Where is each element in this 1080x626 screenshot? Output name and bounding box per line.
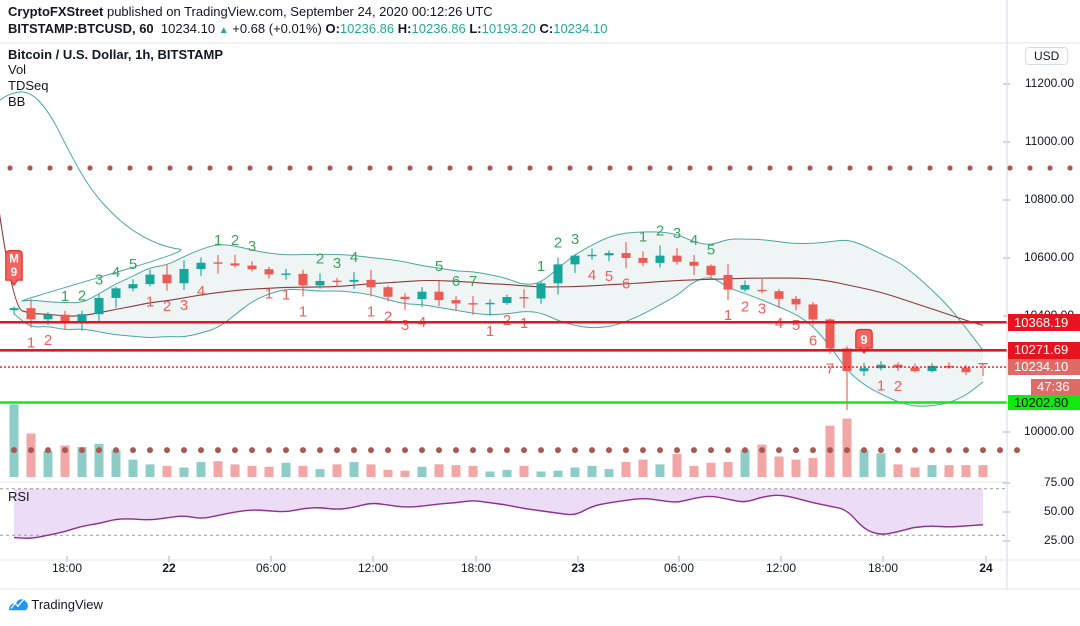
svg-text:4: 4 bbox=[690, 232, 698, 249]
svg-text:4: 4 bbox=[112, 264, 120, 281]
svg-text:1: 1 bbox=[146, 294, 154, 311]
svg-text:6: 6 bbox=[622, 275, 630, 292]
svg-text:3: 3 bbox=[401, 317, 409, 334]
svg-text:1: 1 bbox=[61, 288, 69, 305]
svg-text:1: 1 bbox=[537, 258, 545, 275]
svg-text:2: 2 bbox=[656, 222, 664, 239]
svg-text:4: 4 bbox=[197, 283, 205, 300]
svg-text:1: 1 bbox=[639, 228, 647, 245]
svg-text:2: 2 bbox=[44, 332, 52, 349]
svg-text:2: 2 bbox=[894, 378, 902, 395]
svg-text:3: 3 bbox=[95, 271, 103, 288]
svg-text:1: 1 bbox=[265, 286, 273, 303]
svg-text:9: 9 bbox=[860, 332, 867, 347]
svg-text:3: 3 bbox=[248, 238, 256, 255]
svg-text:3: 3 bbox=[758, 301, 766, 318]
svg-text:1: 1 bbox=[214, 232, 222, 249]
svg-text:1: 1 bbox=[486, 323, 494, 340]
svg-text:5: 5 bbox=[435, 258, 443, 275]
svg-text:2: 2 bbox=[741, 299, 749, 316]
svg-text:3: 3 bbox=[673, 225, 681, 242]
svg-text:M: M bbox=[9, 254, 19, 266]
svg-text:6: 6 bbox=[452, 273, 460, 290]
svg-text:3: 3 bbox=[180, 297, 188, 314]
svg-text:5: 5 bbox=[129, 256, 137, 273]
svg-text:2: 2 bbox=[554, 235, 562, 252]
svg-text:5: 5 bbox=[707, 241, 715, 258]
svg-text:4: 4 bbox=[350, 249, 358, 266]
svg-text:1: 1 bbox=[877, 378, 885, 395]
svg-text:2: 2 bbox=[503, 312, 511, 329]
svg-text:2: 2 bbox=[316, 250, 324, 267]
svg-text:2: 2 bbox=[163, 298, 171, 315]
svg-text:2: 2 bbox=[78, 288, 86, 305]
svg-text:3: 3 bbox=[571, 231, 579, 248]
svg-text:3: 3 bbox=[333, 255, 341, 272]
svg-text:4: 4 bbox=[588, 267, 596, 284]
svg-text:5: 5 bbox=[605, 268, 613, 285]
svg-text:7: 7 bbox=[826, 361, 834, 378]
svg-text:9: 9 bbox=[11, 267, 17, 279]
svg-text:5: 5 bbox=[792, 317, 800, 334]
svg-text:7: 7 bbox=[469, 273, 477, 290]
svg-text:1: 1 bbox=[367, 304, 375, 321]
svg-text:1: 1 bbox=[282, 287, 290, 304]
svg-text:1: 1 bbox=[299, 303, 307, 320]
svg-text:2: 2 bbox=[231, 232, 239, 249]
svg-text:6: 6 bbox=[809, 332, 817, 349]
